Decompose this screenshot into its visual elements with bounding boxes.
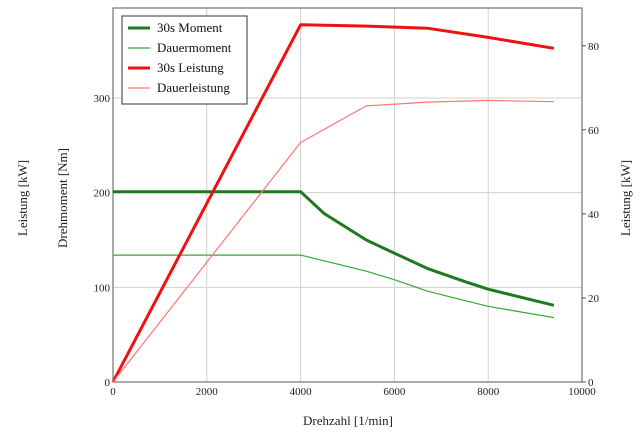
y-left-tick-label: 100 bbox=[94, 282, 111, 294]
y-right-tick-label: 20 bbox=[588, 293, 600, 305]
y-left-tick-label: 0 bbox=[105, 377, 111, 389]
x-tick-label: 8000 bbox=[477, 386, 500, 398]
x-tick-label: 2000 bbox=[196, 386, 219, 398]
legend-label-30s-leistung: 30s Leistung bbox=[157, 60, 224, 75]
legend-label-30s-moment: 30s Moment bbox=[157, 20, 223, 35]
y-left-tick-label: 300 bbox=[94, 93, 111, 105]
y-left-tick-label: 200 bbox=[94, 188, 111, 200]
y-left-outer-axis-title: Leistung [kW] bbox=[15, 160, 30, 236]
x-tick-label: 6000 bbox=[383, 386, 406, 398]
legend: 30s Moment Dauermoment 30s Leistung Dauerle… bbox=[122, 16, 247, 104]
y-left-axis-title: Drehmoment [Nm] bbox=[55, 148, 70, 248]
legend-label-dauerleistung: Dauerleistung bbox=[157, 80, 230, 95]
y-right-tick-label: 80 bbox=[588, 41, 600, 53]
x-tick-label: 4000 bbox=[290, 386, 313, 398]
x-axis-title: Drehzahl [1/min] bbox=[303, 413, 393, 428]
y-right-tick-label: 40 bbox=[588, 209, 600, 221]
y-right-tick-label: 0 bbox=[588, 377, 594, 389]
y-right-tick-label: 60 bbox=[588, 125, 600, 137]
y-right-axis-title: Leistung [kW] bbox=[618, 160, 633, 236]
legend-label-dauermoment: Dauermoment bbox=[157, 40, 232, 55]
x-tick-label: 0 bbox=[110, 386, 116, 398]
